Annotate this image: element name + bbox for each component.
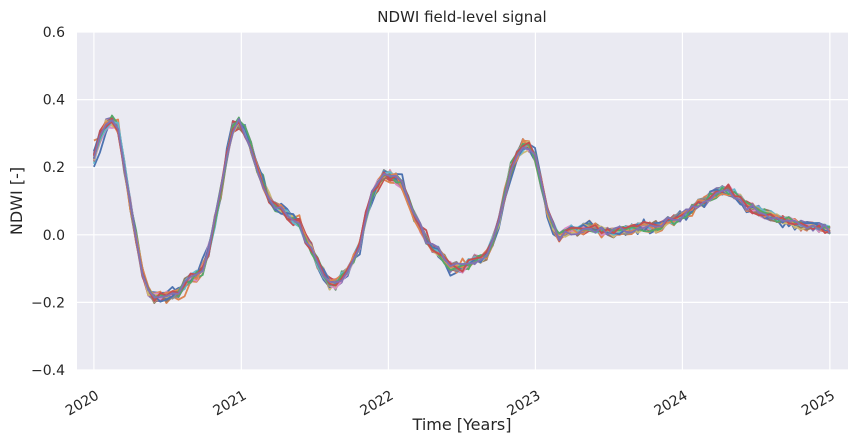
chart-title: NDWI field-level signal — [377, 8, 546, 26]
y-tick-label: 0.0 — [43, 228, 65, 244]
series-line — [93, 118, 831, 299]
x-tick-label: 2022 — [358, 388, 397, 420]
x-tick-label: 2021 — [210, 388, 249, 420]
y-tick-label: 0.6 — [43, 25, 65, 41]
y-tick-label: 0.4 — [43, 93, 65, 109]
y-tick-label: −0.2 — [31, 295, 65, 311]
x-tick-label: 2025 — [799, 388, 838, 420]
y-tick-labels: 0.6 0.4 0.2 0.0 −0.2 −0.4 — [31, 25, 65, 379]
series-line — [93, 119, 831, 299]
x-axis-label: Time [Years] — [412, 415, 512, 434]
series-lines — [93, 114, 831, 304]
y-tick-label: 0.2 — [43, 160, 65, 176]
y-tick-label: −0.4 — [31, 363, 65, 379]
y-axis-label: NDWI [-] — [7, 167, 26, 235]
x-tick-label: 2024 — [652, 388, 691, 420]
grid-lines — [77, 31, 848, 371]
plot-area — [77, 32, 848, 370]
x-tick-label: 2020 — [63, 388, 102, 420]
